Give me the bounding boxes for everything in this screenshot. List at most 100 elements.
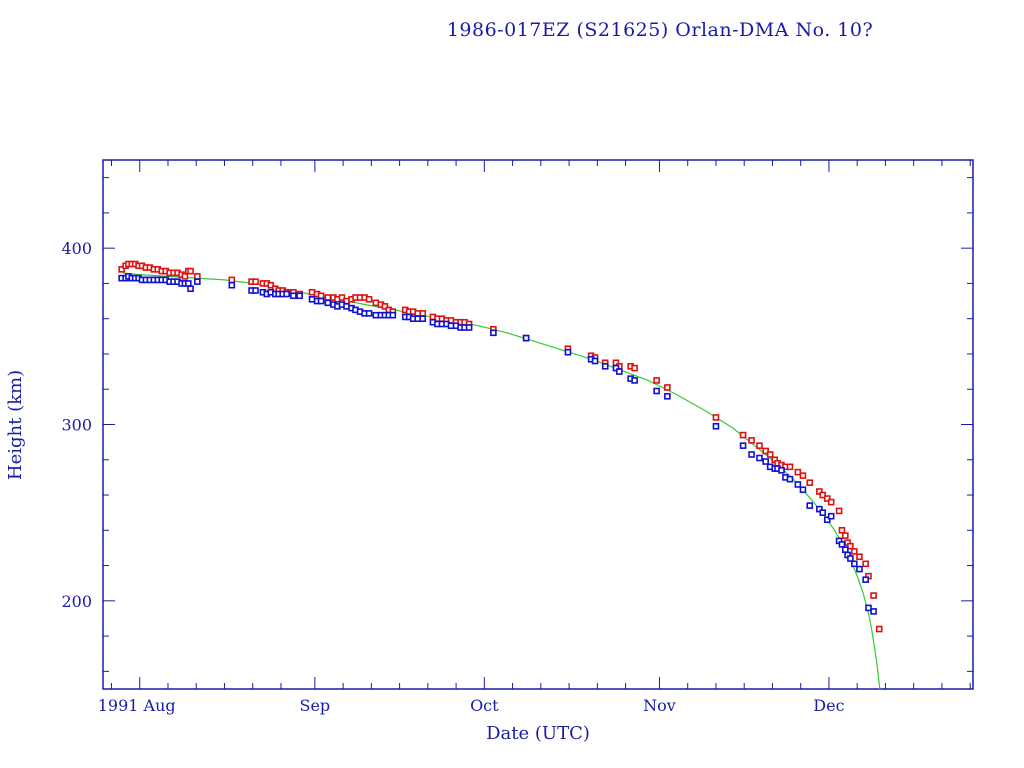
perigee-point [372, 311, 380, 319]
apogee-point [419, 310, 427, 317]
apogee-point [766, 451, 774, 458]
perigee-point [601, 363, 609, 370]
perigee-point [756, 454, 763, 462]
apogee-point [799, 472, 807, 479]
apogee-point [653, 377, 660, 384]
apogee-point [631, 364, 638, 372]
perigee-point [465, 324, 473, 331]
apogee-series [118, 260, 883, 633]
x-tick-label: Sep [300, 696, 331, 715]
apogee-point [851, 548, 858, 555]
x-tick-label: Oct [470, 696, 499, 715]
perigee-point [389, 311, 397, 319]
perigee-point [564, 348, 572, 356]
fit-line [122, 272, 881, 690]
apogee-point [118, 266, 125, 273]
perigee-point [414, 315, 421, 323]
perigee-point [799, 486, 807, 494]
apogee-point [338, 294, 346, 301]
x-axis-label: Date (UTC) [486, 723, 590, 744]
perigee-point [324, 299, 332, 307]
x-tick-label: Dec [813, 696, 844, 715]
apogee-point [847, 542, 854, 550]
apogee-point [835, 507, 843, 515]
apogee-point [365, 296, 373, 303]
plot-border [102, 159, 974, 690]
apogee-point [664, 384, 671, 391]
apogee-point [381, 303, 389, 310]
perigee-point [851, 560, 858, 568]
perigee-point [739, 442, 747, 449]
perigee-point [786, 475, 794, 483]
y-axis-label: Height (km) [5, 370, 26, 480]
apogee-point [794, 468, 802, 476]
perigee-point [865, 604, 872, 612]
fit-line-series [122, 272, 881, 690]
apogee-point [324, 294, 332, 301]
chart-title: 1986-017EZ (S21625) Orlan-DMA No. 10? [447, 19, 873, 41]
apogee-point [823, 495, 831, 502]
apogee-point [414, 310, 421, 317]
perigee-point [823, 516, 831, 524]
apogee-point [842, 532, 849, 539]
perigee-point [296, 292, 303, 300]
perigee-point [842, 546, 849, 553]
perigee-series [118, 273, 877, 615]
perigee-point [343, 303, 350, 310]
apogee-point [712, 414, 720, 421]
y-tick-label: 200 [61, 592, 92, 611]
perigee-point [252, 287, 259, 294]
apogee-point [875, 625, 883, 633]
perigee-point [847, 555, 854, 562]
apogee-point [187, 267, 194, 275]
perigee-point [317, 297, 325, 305]
apogee-point [806, 479, 814, 486]
apogee-point [252, 278, 259, 285]
plot-frame [102, 159, 974, 690]
perigee-point [194, 278, 201, 285]
perigee-point [187, 285, 194, 293]
perigee-point [185, 280, 192, 287]
perigee-point [308, 296, 316, 303]
apogee-point [819, 491, 827, 499]
perigee-point [712, 422, 720, 430]
apogee-point [827, 498, 835, 506]
apogee-point [856, 553, 863, 561]
apogee-point [816, 488, 823, 495]
perigee-point [870, 608, 877, 615]
axis-ticks [103, 160, 973, 689]
apogee-point [862, 560, 869, 568]
perigee-point [616, 368, 623, 375]
perigee-point [490, 329, 497, 337]
perigee-point [856, 565, 863, 573]
apogee-point [317, 292, 325, 300]
perigee-point [838, 541, 846, 548]
perigee-point [778, 467, 785, 474]
perigee-point [762, 458, 769, 465]
perigee-point [612, 364, 620, 372]
perigee-point [631, 377, 638, 384]
perigee-point [653, 387, 660, 395]
perigee-point [447, 322, 455, 330]
perigee-point [664, 392, 671, 400]
y-tick-label: 400 [61, 239, 92, 258]
apogee-point [267, 281, 275, 289]
perigee-point [806, 502, 814, 509]
perigee-point [819, 509, 827, 516]
perigee-point [827, 512, 835, 520]
apogee-point [194, 273, 201, 280]
apogee-point [181, 273, 189, 280]
perigee-point [862, 576, 869, 583]
perigee-point [365, 310, 373, 317]
x-tick-label: Nov [643, 696, 676, 715]
x-tick-label: 1991 Aug [98, 696, 176, 715]
apogee-point [228, 276, 236, 284]
apogee-point [838, 526, 846, 534]
perigee-point [591, 357, 599, 365]
perigee-point [522, 334, 530, 342]
perigee-point [748, 451, 755, 458]
apogee-point [786, 463, 794, 471]
tick-labels: 1991 Aug Sep Oct Nov Dec 200 300 400 [61, 239, 844, 715]
perigee-point [816, 505, 823, 513]
